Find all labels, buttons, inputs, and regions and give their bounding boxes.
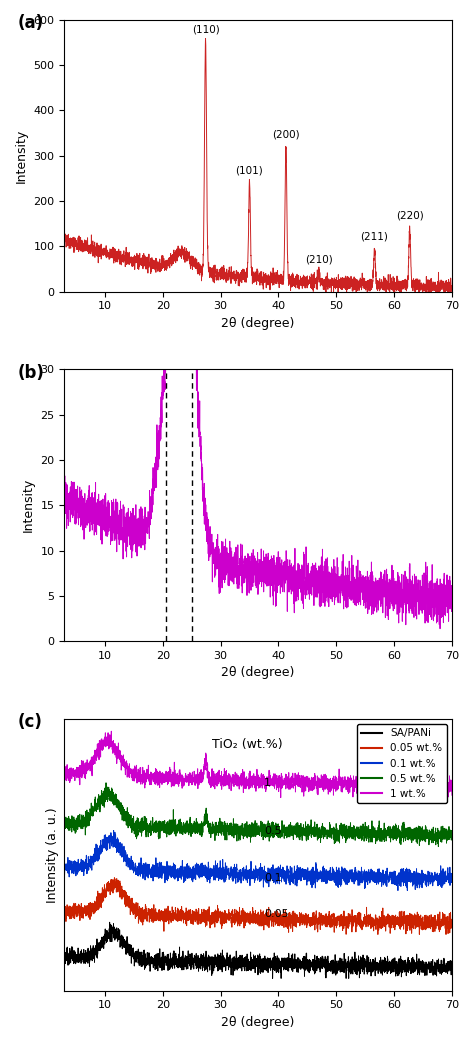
X-axis label: 2θ (degree): 2θ (degree) <box>221 666 295 680</box>
Text: (b): (b) <box>18 364 45 382</box>
X-axis label: 2θ (degree): 2θ (degree) <box>221 316 295 330</box>
Y-axis label: Intensity (a. u.): Intensity (a. u.) <box>46 807 59 903</box>
Text: 1: 1 <box>264 778 271 788</box>
Text: (110): (110) <box>191 25 219 34</box>
Text: (220): (220) <box>396 210 424 220</box>
Text: 0.1: 0.1 <box>264 874 282 883</box>
Text: 0.05: 0.05 <box>264 908 289 919</box>
Text: (211): (211) <box>361 232 388 242</box>
Text: (210): (210) <box>305 255 333 264</box>
Text: (c): (c) <box>18 713 43 732</box>
Text: SA/PANi: SA/PANi <box>264 957 308 968</box>
X-axis label: 2θ (degree): 2θ (degree) <box>221 1016 295 1029</box>
Text: TiO₂ (wt.%): TiO₂ (wt.%) <box>212 738 283 751</box>
Text: (200): (200) <box>272 129 300 140</box>
Text: (a): (a) <box>18 15 44 32</box>
Legend: SA/PANi, 0.05 wt.%, 0.1 wt.%, 0.5 wt.%, 1 wt.%: SA/PANi, 0.05 wt.%, 0.1 wt.%, 0.5 wt.%, … <box>357 725 447 803</box>
Text: (101): (101) <box>236 166 264 175</box>
Y-axis label: Intensity: Intensity <box>15 128 28 183</box>
Text: 0.5: 0.5 <box>264 826 282 836</box>
Y-axis label: Intensity: Intensity <box>22 478 35 532</box>
